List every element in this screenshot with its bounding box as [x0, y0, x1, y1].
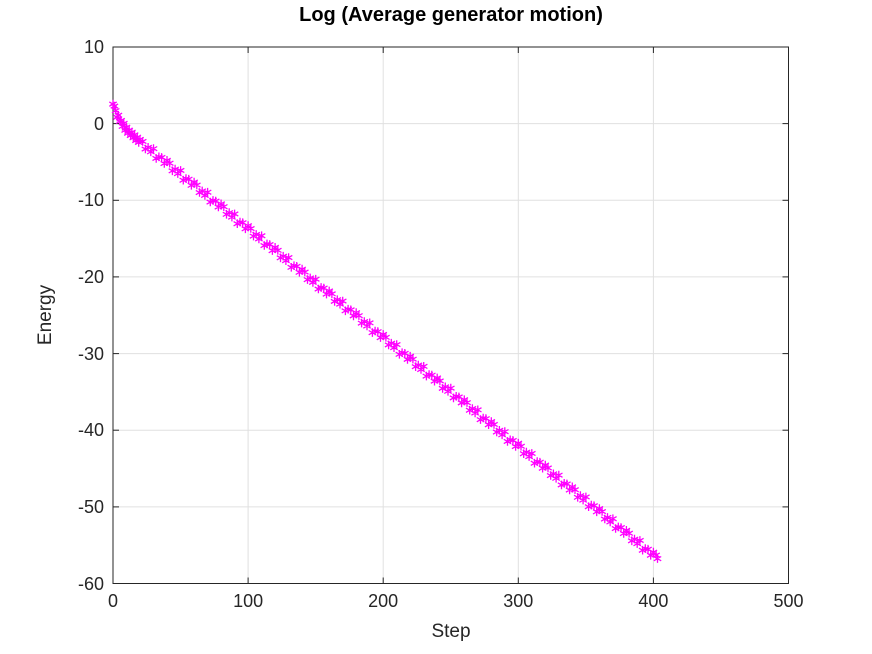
x-tick-label: 500 — [773, 591, 804, 611]
y-tick-label: -10 — [77, 190, 104, 211]
y-tick-label: 10 — [83, 37, 104, 57]
x-tick-label: 100 — [233, 591, 264, 611]
y-tick-label: -30 — [77, 343, 104, 364]
chart-title: Log (Average generator motion) — [299, 4, 603, 26]
axes-box — [112, 46, 789, 584]
y-tick-label: 0 — [93, 113, 104, 134]
series-asterisk-markers — [108, 99, 662, 563]
y-tick-label: -60 — [77, 573, 104, 594]
y-tick-label: -20 — [77, 266, 104, 287]
x-tick-label: 0 — [107, 591, 119, 611]
x-tick-label: 200 — [368, 591, 399, 611]
x-tick-label: 300 — [503, 591, 534, 611]
y-tick-label: -40 — [77, 420, 104, 441]
x-axis-label: Step — [431, 621, 471, 642]
x-tick-label: 400 — [638, 591, 669, 611]
y-tick-label: -50 — [77, 496, 104, 517]
